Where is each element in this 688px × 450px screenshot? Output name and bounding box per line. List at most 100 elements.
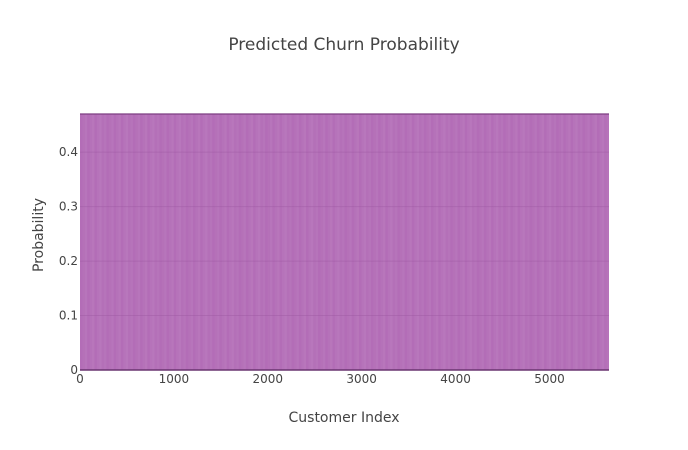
series-bar-stripe (387, 114, 391, 370)
series-bar-stripe (447, 114, 451, 370)
y-tick-label: 0.3 (59, 200, 78, 214)
series-bar-stripe (144, 114, 148, 370)
series-bar-stripe (176, 114, 179, 370)
series-bar-stripe (84, 114, 88, 370)
x-axis-label: Customer Index (289, 410, 400, 426)
series-bar-stripe (368, 114, 371, 370)
series-bar-stripe (152, 114, 155, 370)
series-bar-stripe (289, 114, 292, 370)
series-bar-stripe (580, 114, 583, 370)
series-bar-stripe (363, 114, 367, 370)
x-tick-label: 0 (76, 372, 84, 386)
series-bar-stripe (435, 114, 439, 370)
series-bar-stripe (455, 114, 458, 370)
series-bar-stripe (462, 114, 465, 370)
series-bar-stripe (202, 114, 206, 370)
series-bar-stripe (171, 114, 174, 370)
series-bar-stripe (269, 114, 273, 370)
series-bar-stripe (520, 114, 523, 370)
series-bar-stripe (560, 114, 564, 370)
series-bar-stripe (156, 114, 160, 370)
series-bar-stripe (416, 114, 420, 370)
series-bar-stripe (310, 114, 314, 370)
series-bar-stripe (197, 114, 201, 370)
series-bar-stripe (149, 114, 153, 370)
series-bar-stripe (534, 114, 537, 370)
series-bar-stripe (522, 114, 525, 370)
series-bar-stripe (217, 114, 220, 370)
series-bar-stripe (231, 114, 234, 370)
series-bar-stripe (414, 114, 417, 370)
series-bar-stripe (356, 114, 359, 370)
series-bar-stripe (421, 114, 424, 370)
axis-layer: 0 0.1 0.2 0.3 0.4 0 1000 2000 3000 4000 5000 (59, 145, 609, 386)
series-bar-stripe (137, 114, 141, 370)
series-bar-stripe (601, 114, 605, 370)
series-bar-stripe (96, 114, 100, 370)
series-bar-stripe (255, 114, 258, 370)
series-bar-stripe (164, 114, 167, 370)
series-bar-stripe (125, 114, 129, 370)
series-bar-stripe (130, 114, 133, 370)
y-tick-label: 0.2 (59, 254, 78, 268)
series-bar-stripe (548, 114, 552, 370)
series-bar-stripe (568, 114, 571, 370)
series-bar-stripe (553, 114, 557, 370)
series-bar-stripe (546, 114, 549, 370)
series-bar-stripe (493, 114, 496, 370)
series-bar-stripe (334, 114, 338, 370)
series-bar-stripe (481, 114, 484, 370)
series-bar-stripe (572, 114, 576, 370)
series-bar-stripe (515, 114, 518, 370)
series-bar-stripe (337, 114, 340, 370)
chart-title: Predicted Churn Probability (228, 35, 459, 55)
series-bar-stripe (428, 114, 432, 370)
series-bar-stripe (488, 114, 492, 370)
series-bar-stripe (308, 114, 311, 370)
series-bar-stripe (205, 114, 208, 370)
series-bar-stripe (257, 114, 261, 370)
series-bar-stripe (262, 114, 266, 370)
series-bar-stripe (527, 114, 530, 370)
series-bar-stripe (111, 114, 114, 370)
series-bar-stripe (92, 114, 95, 370)
series-bar-stripe (390, 114, 393, 370)
series-bar-stripe (190, 114, 194, 370)
series-area (80, 114, 609, 370)
series-bar-stripe (606, 114, 609, 370)
series-bar-stripe (303, 114, 307, 370)
series-bar-stripe (594, 114, 597, 370)
y-tick-label: 0.4 (59, 145, 78, 159)
series-bar-stripe (224, 114, 227, 370)
series-bar-stripe (541, 114, 545, 370)
series-bar-stripe (375, 114, 379, 370)
series-bar-stripe (209, 114, 213, 370)
series-bar-stripe (587, 114, 590, 370)
series-bar-stripe (409, 114, 412, 370)
series-bar-stripe (361, 114, 364, 370)
series-bar-stripe (382, 114, 386, 370)
series-bar-stripe (296, 114, 299, 370)
y-axis-label: Probability (31, 198, 47, 272)
series-bar-stripe (443, 114, 446, 370)
series-bar-stripe (123, 114, 126, 370)
series-bar-stripe (467, 114, 470, 370)
series-bar-stripe (500, 114, 504, 370)
series-bar-stripe (342, 114, 345, 370)
x-tick-label: 4000 (440, 372, 471, 386)
series-bar-stripe (440, 114, 444, 370)
series-bar-stripe (243, 114, 246, 370)
series-bar-stripe (229, 114, 232, 370)
series-bar-stripe (315, 114, 319, 370)
series-bar-stripe (236, 114, 239, 370)
series-bar-stripe (99, 114, 102, 370)
series-bar-stripe (277, 114, 280, 370)
series-bar-stripe (599, 114, 602, 370)
series-bar-stripe (508, 114, 511, 370)
data-layer (80, 113, 609, 370)
series-bar-stripe (284, 114, 287, 370)
series-bar-stripe (474, 114, 477, 370)
y-tick-label: 0 (70, 363, 78, 377)
